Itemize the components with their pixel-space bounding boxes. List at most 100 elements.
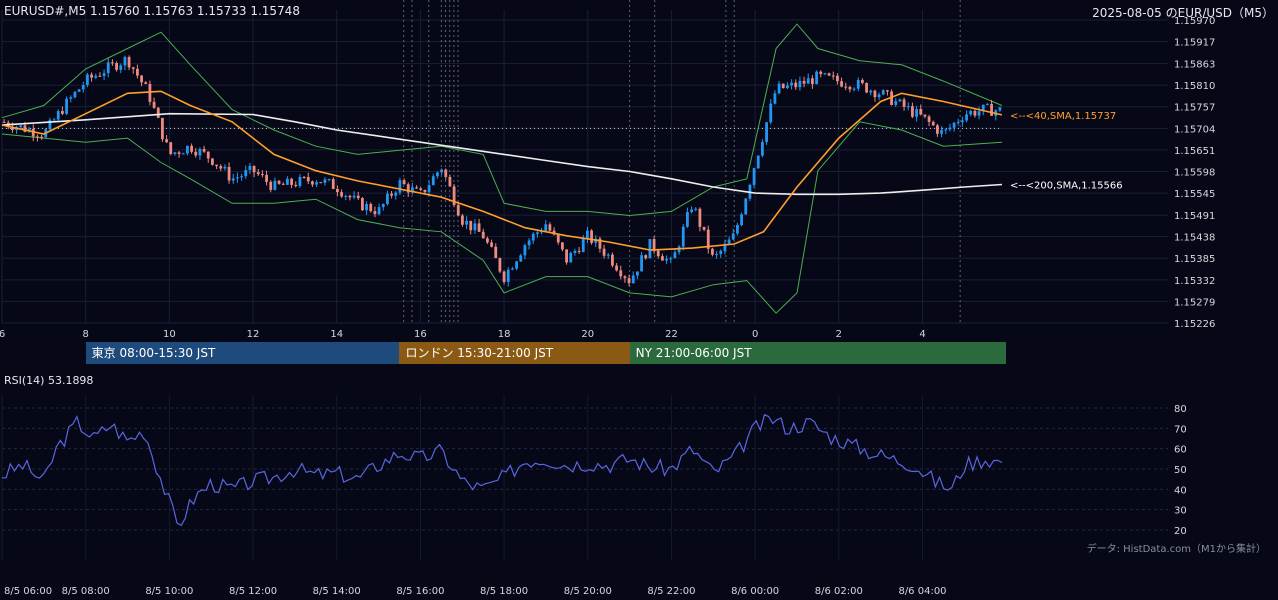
- candle-body: [511, 268, 514, 270]
- time-tick-label: 8/5 12:00: [229, 586, 277, 597]
- sma-annotation: <--<200,SMA,1.15566: [1010, 181, 1123, 192]
- price-x-axis-labels: 6 8 10 12 14 16 18 20 22 0 2 4: [0, 329, 926, 340]
- time-tick-label: 8/5 20:00: [564, 586, 612, 597]
- candle-body: [61, 111, 64, 114]
- price-tick-label: 1.15226: [1174, 319, 1215, 330]
- candle-body: [586, 230, 589, 239]
- candle-body: [777, 83, 781, 94]
- candle-body: [852, 88, 856, 90]
- candle-body: [156, 107, 160, 118]
- candle-body: [269, 181, 273, 190]
- candle-body: [448, 176, 452, 187]
- candle-body: [890, 91, 893, 105]
- candle-body: [173, 152, 177, 154]
- candle-body: [819, 71, 823, 75]
- price-grid: [1, 10, 1168, 324]
- candle-body: [244, 170, 248, 177]
- candle-body: [144, 82, 148, 85]
- candle-body: [181, 153, 185, 155]
- candle-body: [902, 99, 906, 107]
- candle-body: [261, 174, 264, 176]
- candle-body: [636, 271, 639, 276]
- candle-body: [765, 122, 768, 142]
- candle-body: [827, 73, 831, 76]
- candle-body: [831, 75, 835, 77]
- candle-body: [740, 214, 743, 226]
- candle-body: [140, 75, 143, 83]
- candle-body: [40, 136, 43, 138]
- price-x-tick-label: 22: [665, 329, 678, 340]
- candle-body: [761, 141, 764, 156]
- candle-body: [998, 107, 1002, 111]
- candle-body: [273, 180, 277, 190]
- price-x-tick-label: 4: [919, 329, 925, 340]
- rsi-axis-labels: 80 70 60 50 40 30 20: [1174, 404, 1187, 537]
- candle-body: [81, 85, 85, 90]
- candle-body: [515, 261, 518, 269]
- candle-body: [56, 111, 60, 120]
- price-tick-label: 1.15491: [1174, 211, 1215, 222]
- candle-body: [619, 270, 623, 277]
- candle-body: [873, 90, 877, 98]
- candle-body: [798, 80, 802, 88]
- candle-body: [365, 204, 368, 211]
- candle-body: [844, 86, 848, 88]
- candle-body: [523, 245, 527, 256]
- price-x-tick-label: 2: [836, 329, 842, 340]
- candle-body: [848, 86, 852, 90]
- candle-body: [573, 250, 577, 253]
- candle-body: [165, 139, 168, 143]
- candle-body: [990, 103, 993, 116]
- candle-body: [956, 122, 960, 124]
- candle-body: [686, 212, 689, 227]
- candle-body: [652, 238, 656, 251]
- candle-body: [481, 231, 485, 239]
- candle-body: [681, 226, 685, 247]
- candle-body: [2, 121, 6, 123]
- candle-body: [123, 57, 127, 66]
- price-tick-label: 1.15279: [1174, 297, 1215, 308]
- candle-body: [706, 229, 710, 249]
- candle-body: [836, 75, 839, 82]
- candle-body: [736, 225, 739, 234]
- candle-body: [469, 220, 473, 231]
- candle-body: [598, 238, 602, 249]
- candle-body: [473, 223, 477, 231]
- candle-body: [256, 172, 260, 175]
- candle-body: [506, 269, 510, 282]
- candle-body: [223, 166, 227, 169]
- time-tick-label: 8/6 00:00: [731, 586, 779, 597]
- candle-body: [306, 177, 310, 182]
- candle-body: [398, 180, 402, 193]
- candle-body: [152, 101, 156, 108]
- candle-body: [881, 90, 885, 95]
- candle-body: [294, 184, 298, 186]
- candle-body: [973, 110, 977, 116]
- candle-body: [248, 165, 252, 171]
- candle-body: [977, 111, 981, 116]
- candle-body: [381, 203, 385, 208]
- candle-body: [781, 83, 785, 89]
- candle-body: [86, 74, 89, 86]
- price-tick-label: 1.15385: [1174, 254, 1215, 265]
- candle-body: [711, 248, 714, 255]
- candle-body: [369, 204, 373, 212]
- candle-body: [477, 223, 481, 232]
- price-tick-label: 1.15917: [1174, 38, 1215, 49]
- price-x-tick-label: 0: [752, 329, 758, 340]
- time-tick-label: 8/6 04:00: [898, 586, 946, 597]
- candle-body: [661, 256, 664, 261]
- candle-body: [519, 255, 523, 262]
- time-tick-label: 8/5 10:00: [145, 586, 193, 597]
- candle-body: [581, 238, 585, 252]
- candle-body: [344, 195, 348, 197]
- candle-body: [931, 121, 935, 126]
- rsi-tick-label: 70: [1174, 424, 1187, 435]
- time-tick-label: 8/5 14:00: [313, 586, 361, 597]
- candle-body: [206, 151, 210, 159]
- candle-body: [215, 164, 218, 167]
- candle-body: [402, 180, 406, 185]
- price-tick-label: 1.15438: [1174, 233, 1215, 244]
- price-x-tick-label: 8: [82, 329, 88, 340]
